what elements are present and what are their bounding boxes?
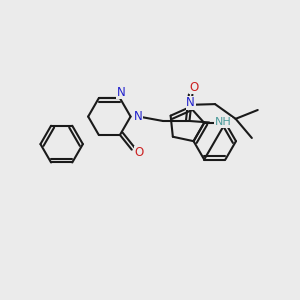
Text: O: O xyxy=(134,146,144,159)
Text: NH: NH xyxy=(214,118,231,128)
Text: N: N xyxy=(186,96,195,109)
Text: N: N xyxy=(117,86,126,99)
Text: N: N xyxy=(134,110,142,123)
Text: O: O xyxy=(189,81,199,94)
